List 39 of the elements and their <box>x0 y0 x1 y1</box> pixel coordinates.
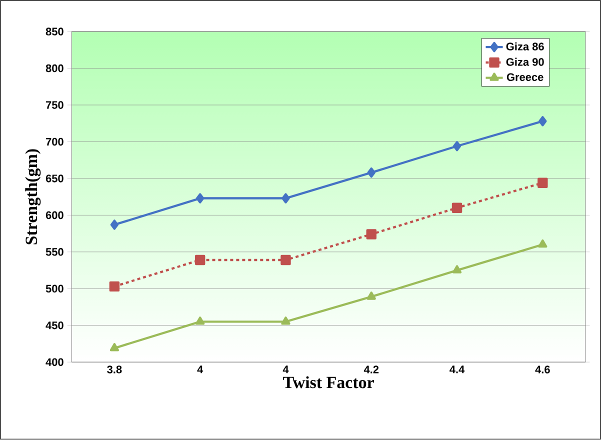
point <box>366 292 376 300</box>
y-tick-label: 800 <box>46 64 64 72</box>
point <box>281 316 290 325</box>
point <box>538 240 548 248</box>
legend-label: Giza 90 <box>506 58 544 66</box>
point <box>196 193 204 204</box>
point <box>366 229 376 240</box>
point <box>110 343 120 352</box>
y-tick-label: 550 <box>46 248 64 256</box>
y-tick-label: 850 <box>46 28 64 36</box>
legend-label: Greece <box>506 73 544 82</box>
point <box>280 255 291 266</box>
point <box>538 178 548 188</box>
y-tick-label: 450 <box>46 322 64 330</box>
x-tick-label: 4 <box>197 366 204 374</box>
point <box>109 281 120 292</box>
x-tick-label: 4 <box>282 366 289 374</box>
x-axis-title: Twist Factor <box>283 376 374 388</box>
point <box>110 220 119 230</box>
point <box>194 255 206 266</box>
y-tick-label: 500 <box>46 284 64 293</box>
y-tick-label: 600 <box>46 211 64 220</box>
point <box>452 202 462 214</box>
x-tick-label: 4.6 <box>535 366 550 374</box>
y-tick-label: 750 <box>46 101 64 110</box>
x-tick-label: 3.8 <box>107 366 122 374</box>
x-tick-label: 4.4 <box>450 366 465 374</box>
point <box>282 193 290 204</box>
y-tick-label: 400 <box>46 358 64 366</box>
point <box>538 116 547 126</box>
x-tick-label: 4.2 <box>364 366 379 374</box>
point <box>452 141 462 152</box>
y-axis-title: Strength(gm) <box>25 149 41 244</box>
point <box>367 168 376 178</box>
point <box>452 265 462 274</box>
y-tick-label: 650 <box>46 174 64 182</box>
legend-label: Giza 86 <box>506 42 544 51</box>
point <box>196 316 205 325</box>
y-tick-label: 700 <box>46 138 64 146</box>
